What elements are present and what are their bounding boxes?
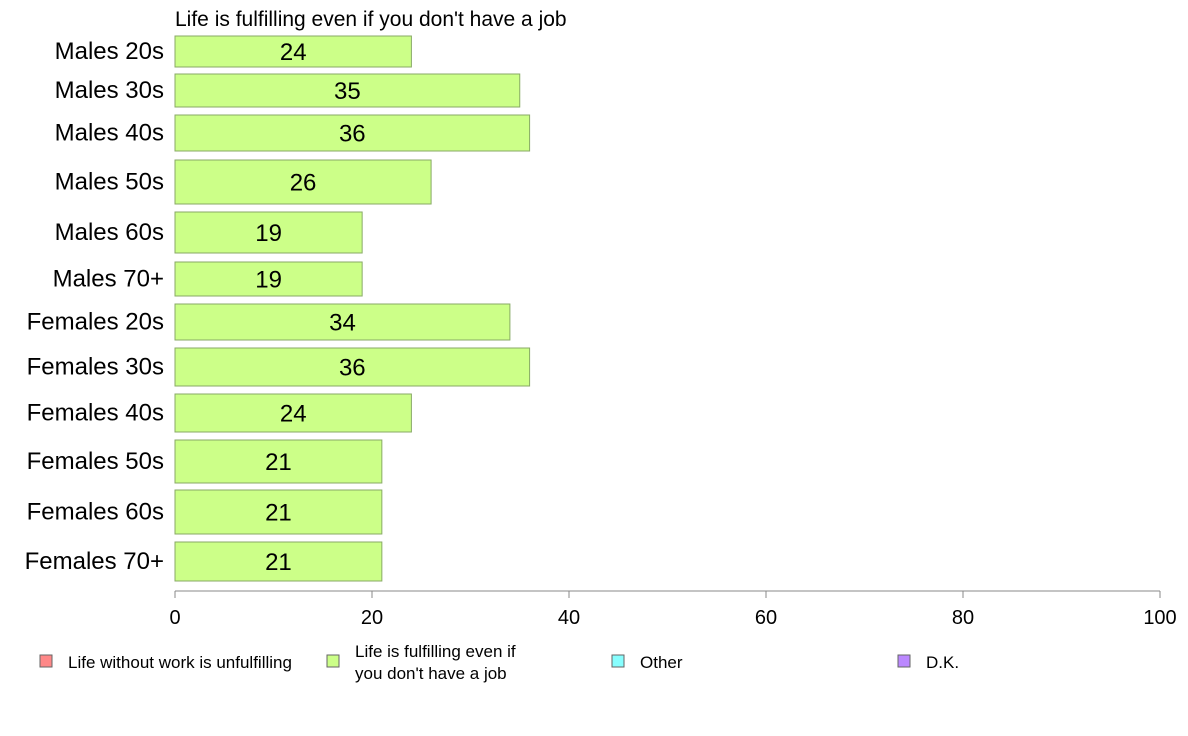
legend-swatch bbox=[39, 654, 53, 668]
category-label: Males 70+ bbox=[53, 266, 164, 293]
bar bbox=[174, 541, 383, 582]
value-label: 21 bbox=[265, 549, 292, 576]
x-tick-label: 0 bbox=[169, 607, 180, 629]
category-label: Males 30s bbox=[55, 77, 164, 104]
category-label: Males 60s bbox=[55, 219, 164, 246]
value-label: 21 bbox=[265, 500, 292, 527]
bars-group: Males 20s 24 Males 30s 35 Males 40s 36 Males 5… bbox=[25, 35, 531, 582]
value-label: 36 bbox=[339, 355, 366, 382]
x-tick-label: 100 bbox=[1143, 607, 1176, 629]
x-tick-label: 20 bbox=[361, 607, 383, 629]
bar bbox=[174, 159, 432, 205]
legend-label: Life without work is unfulfilling bbox=[68, 653, 292, 672]
legend: Life without work is unfulfilling Life is… bbox=[39, 642, 959, 683]
value-label: 26 bbox=[290, 170, 317, 197]
legend-swatch bbox=[897, 654, 911, 668]
value-label: 24 bbox=[280, 39, 307, 66]
bar bbox=[174, 303, 511, 341]
value-label: 36 bbox=[339, 121, 366, 148]
category-label: Males 20s bbox=[55, 38, 164, 65]
category-label: Females 30s bbox=[27, 354, 164, 381]
bar bbox=[174, 73, 521, 108]
category-label: Females 60s bbox=[27, 499, 164, 526]
category-label: Females 40s bbox=[27, 400, 164, 427]
x-tick-label: 40 bbox=[558, 607, 580, 629]
value-label: 34 bbox=[329, 310, 356, 337]
bar bbox=[174, 261, 363, 297]
legend-label: you don't have a job bbox=[355, 664, 507, 683]
category-label: Females 70+ bbox=[25, 548, 164, 575]
bar bbox=[174, 35, 412, 68]
category-label: Females 50s bbox=[27, 448, 164, 475]
legend-label: Life is fulfilling even if bbox=[355, 642, 516, 661]
value-label: 19 bbox=[255, 267, 282, 294]
chart-title: Life is fulfilling even if you don't hav… bbox=[175, 8, 567, 31]
legend-label: D.K. bbox=[926, 653, 959, 672]
bar bbox=[174, 347, 531, 387]
category-label: Males 40s bbox=[55, 120, 164, 147]
category-label: Females 20s bbox=[27, 309, 164, 336]
value-label: 35 bbox=[334, 78, 361, 105]
value-label: 21 bbox=[265, 449, 292, 476]
bar bbox=[174, 211, 363, 254]
value-label: 24 bbox=[280, 401, 307, 428]
value-label: 19 bbox=[255, 220, 282, 247]
x-axis: 0 20 40 60 80 100 bbox=[169, 590, 1177, 629]
bar bbox=[174, 114, 531, 152]
x-tick-label: 60 bbox=[755, 607, 777, 629]
legend-swatch bbox=[611, 654, 625, 668]
bar bbox=[174, 489, 383, 535]
bar bbox=[174, 439, 383, 484]
bar bbox=[174, 393, 412, 433]
legend-label: Other bbox=[640, 653, 683, 672]
legend-swatch bbox=[326, 654, 340, 668]
category-label: Males 50s bbox=[55, 169, 164, 196]
x-tick-label: 80 bbox=[952, 607, 974, 629]
